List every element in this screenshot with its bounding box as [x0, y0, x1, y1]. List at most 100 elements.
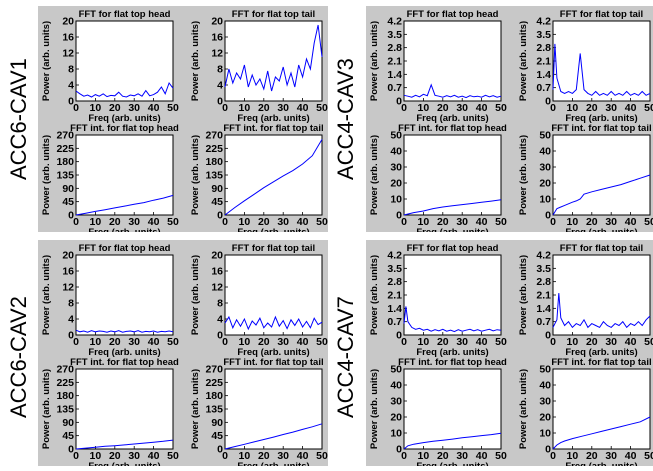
y-axis-label: Power (arb. units) — [190, 255, 201, 335]
y-tick-label: 135 — [56, 404, 74, 416]
y-axis-label: Power (arb. units) — [369, 255, 380, 335]
y-tick-label: 20 — [62, 250, 74, 262]
y-axis-label: Power (arb. units) — [518, 135, 529, 215]
y-tick-label: 16 — [62, 266, 74, 278]
series-line-0 — [224, 315, 323, 331]
y-tick-label: 0.7 — [536, 316, 551, 328]
y-tick-label: 90 — [211, 417, 223, 429]
y-tick-label: 0 — [217, 96, 223, 108]
y-tick-label: 8 — [68, 64, 74, 76]
chart-title: FFT int. for flat top head — [398, 123, 507, 134]
y-tick-label: 270 — [56, 364, 74, 376]
y-tick-label: 225 — [56, 143, 74, 155]
x-axis-label: Freq (arb. units) — [416, 113, 488, 124]
chart-15: FFT int. for flat top tail 0 10 20 30 40 50 0 10… — [518, 357, 653, 471]
y-tick-label: 0.7 — [536, 82, 551, 94]
x-tick-label: 10 — [567, 450, 579, 462]
x-tick-label: 40 — [297, 450, 309, 462]
chart-title: FFT int. for flat top head — [70, 357, 179, 368]
y-tick-label: 0 — [217, 210, 223, 222]
x-tick-label: 30 — [277, 216, 289, 228]
x-tick-label: 50 — [495, 216, 507, 228]
y-tick-label: 2.1 — [387, 290, 402, 302]
x-tick-label: 50 — [644, 102, 653, 114]
y-tick-label: 16 — [211, 266, 223, 278]
chart-title: FFT int. for flat top tail — [223, 123, 323, 134]
y-tick-label: 0 — [545, 330, 551, 342]
y-tick-label: 0 — [217, 444, 223, 456]
series-line-0 — [75, 81, 174, 98]
y-tick-label: 10 — [390, 194, 402, 206]
y-tick-label: 10 — [539, 428, 551, 440]
series-line-0 — [552, 416, 651, 450]
y-tick-label: 10 — [390, 428, 402, 440]
y-tick-label: 16 — [211, 32, 223, 44]
y-tick-label: 50 — [390, 130, 402, 142]
chart-title: FFT int. for flat top tail — [223, 357, 323, 368]
x-tick-label: 20 — [258, 216, 270, 228]
plot-area — [552, 20, 651, 102]
y-tick-label: 40 — [390, 146, 402, 158]
y-tick-label: 0 — [545, 210, 551, 222]
x-tick-label: 20 — [437, 450, 449, 462]
x-tick-label: 40 — [476, 336, 488, 348]
chart-8: FFT for flat top head 0 10 20 30 40 50 0 4 8 12 16 2… — [41, 243, 179, 358]
x-tick-label: 40 — [625, 102, 637, 114]
y-axis-label: Power (arb. units) — [518, 255, 529, 335]
chart-title: FFT for flat top tail — [232, 243, 315, 254]
x-tick-label: 50 — [644, 450, 653, 462]
series-line-0 — [224, 24, 323, 92]
x-tick-label: 40 — [297, 216, 309, 228]
x-tick-label: 20 — [258, 450, 270, 462]
y-axis-label: Power (arb. units) — [369, 135, 380, 215]
x-axis-label: Freq (arb. units) — [237, 347, 309, 358]
y-tick-label: 4 — [68, 80, 74, 92]
chart-3: FFT int. for flat top tail 0 10 20 30 40 50 0 45… — [190, 123, 328, 238]
y-tick-label: 20 — [390, 412, 402, 424]
x-tick-label: 50 — [167, 450, 179, 462]
y-tick-label: 225 — [205, 377, 223, 389]
y-axis-label: Power (arb. units) — [369, 21, 380, 101]
x-tick-label: 50 — [495, 336, 507, 348]
series-line-0 — [403, 199, 502, 216]
y-axis-label: Power (arb. units) — [41, 21, 52, 101]
panel-acc4-cav3: FFT for flat top head 0 10 20 30 40 50 0 0.7 1.4 2… — [366, 6, 653, 238]
chart-10: FFT int. for flat top head 0 10 20 30 40 50 0 45… — [41, 357, 179, 471]
x-tick-label: 0 — [73, 102, 79, 114]
y-tick-label: 90 — [62, 183, 74, 195]
x-axis-label: Freq (arb. units) — [565, 113, 637, 124]
plot-area — [552, 254, 651, 336]
y-tick-label: 20 — [211, 16, 223, 28]
x-axis-label: Freq (arb. units) — [237, 461, 309, 466]
y-tick-label: 45 — [62, 196, 74, 208]
y-tick-label: 20 — [539, 178, 551, 190]
plot-area — [403, 134, 502, 216]
chart-title: FFT for flat top head — [407, 9, 499, 20]
x-tick-label: 0 — [73, 216, 79, 228]
y-tick-label: 40 — [539, 146, 551, 158]
x-tick-label: 0 — [222, 102, 228, 114]
x-tick-label: 20 — [109, 216, 121, 228]
plot-area — [75, 134, 174, 216]
x-tick-label: 20 — [258, 336, 270, 348]
y-tick-label: 50 — [390, 364, 402, 376]
y-tick-label: 180 — [56, 390, 74, 402]
x-tick-label: 30 — [128, 450, 140, 462]
y-tick-label: 1.4 — [387, 303, 402, 315]
y-tick-label: 0.7 — [387, 82, 402, 94]
y-axis-label: Power (arb. units) — [41, 135, 52, 215]
x-tick-label: 10 — [567, 216, 579, 228]
x-tick-label: 20 — [258, 102, 270, 114]
y-tick-label: 8 — [68, 298, 74, 310]
x-axis-label: Freq (arb. units) — [237, 113, 309, 124]
y-tick-label: 2.8 — [387, 276, 402, 288]
chart-1: FFT for flat top tail 0 10 20 30 40 50 0 4 8 12 16 2… — [190, 9, 328, 124]
x-tick-label: 30 — [128, 336, 140, 348]
series-line-0 — [552, 43, 651, 96]
x-tick-label: 0 — [401, 336, 407, 348]
chart-title: FFT for flat top tail — [560, 9, 643, 20]
